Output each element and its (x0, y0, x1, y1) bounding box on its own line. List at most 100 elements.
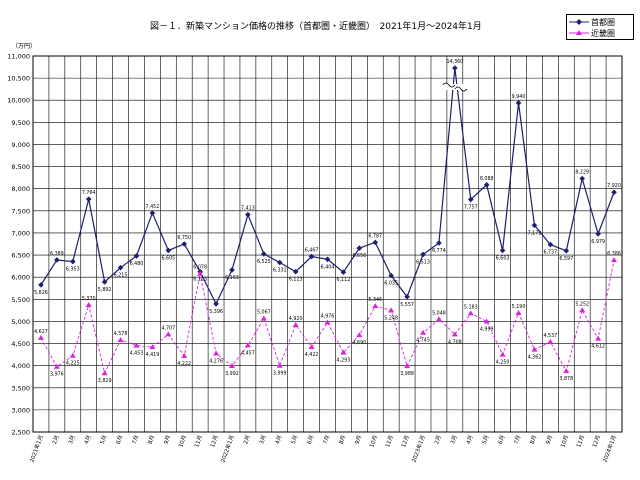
x-tick-label: 5月 (481, 434, 491, 445)
x-tick-label: 5月 (99, 434, 109, 445)
data-point (563, 368, 570, 374)
data-label: 6,123 (289, 277, 303, 283)
data-label: 6,597 (559, 256, 573, 262)
legend: 首都圏 近畿圏 (566, 14, 634, 40)
data-point (133, 342, 140, 348)
data-point (531, 222, 538, 229)
x-tick-label: 10月 (559, 434, 570, 448)
data-point (244, 342, 251, 348)
data-point (356, 245, 363, 251)
x-tick-label: 2月 (433, 434, 443, 445)
data-point (451, 331, 458, 337)
data-point (595, 231, 601, 237)
data-point (547, 241, 554, 248)
y-tick-labels: 2,500 3,000 3,500 4,000 4,500 5,000 5,500 6,000… (7, 53, 30, 437)
data-label: 4,362 (528, 355, 542, 361)
data-point (388, 272, 394, 279)
data-point (452, 65, 458, 71)
data-label: 3,988 (400, 371, 414, 377)
data-label: 5,370 (82, 296, 96, 302)
data-label: 4,222 (177, 361, 191, 367)
data-point (420, 329, 427, 335)
x-tick-label: 8月 (147, 434, 157, 445)
data-point (467, 310, 474, 316)
x-tick-label: 6月 (115, 434, 125, 445)
data-point (515, 310, 522, 316)
data-point (547, 338, 554, 344)
data-label: 4,690 (352, 340, 366, 346)
data-point (435, 316, 442, 322)
data-label: 6,163 (225, 275, 239, 281)
data-point (260, 315, 267, 321)
data-point (117, 337, 124, 343)
y-tick-label: 10,000 (7, 97, 30, 105)
data-point (85, 196, 92, 202)
axis-break-mark (442, 82, 468, 92)
data-label: 4,537 (543, 333, 557, 339)
data-point (149, 210, 156, 216)
data-point (324, 319, 331, 325)
triangle-icon (569, 30, 589, 35)
data-point (181, 352, 188, 358)
data-point (483, 182, 490, 188)
data-point (37, 334, 44, 340)
data-point (229, 267, 235, 273)
x-tick-label: 3月 (449, 434, 459, 445)
data-point (579, 307, 586, 313)
data-label: 7,757 (464, 204, 478, 210)
y-tick-label: 5,000 (11, 318, 30, 326)
data-point (340, 349, 347, 355)
data-label: 3,992 (225, 371, 239, 377)
data-point (54, 257, 60, 263)
data-point (388, 307, 395, 313)
data-label: 7,452 (146, 204, 160, 210)
data-label: 5,557 (400, 302, 414, 308)
data-label: 7,173 (528, 230, 542, 236)
legend-label: 近畿圏 (591, 28, 615, 38)
data-label: 4,745 (416, 338, 430, 344)
data-label: 5,048 (432, 310, 446, 316)
data-point (276, 362, 283, 368)
data-label: 6,737 (543, 250, 557, 256)
data-label: 5,067 (257, 309, 271, 315)
data-point (308, 253, 315, 260)
x-tick-label: 12月 (591, 434, 602, 448)
data-label: 6,605 (161, 255, 175, 261)
chart-title: 図－１．新築マンション価格の推移（首都圏・近畿圏） 2021年1月～2024年1… (150, 22, 482, 32)
data-label: 4,578 (114, 331, 128, 337)
data-label: 6,331 (273, 268, 287, 274)
y-tick-label: 6,500 (11, 252, 30, 260)
y-tick-label: 9,500 (11, 119, 30, 127)
data-point (563, 247, 570, 254)
data-label: 6,123 (193, 277, 207, 283)
data-label: 6,386 (607, 251, 621, 257)
x-tick-label: 9月 (354, 434, 364, 445)
x-tick-label: 2月 (51, 434, 61, 445)
y-tick-label: 4,000 (11, 362, 30, 370)
y-tick-label: 2,500 (11, 429, 30, 437)
x-tick-label: 12月 (209, 434, 220, 448)
data-label: 5,190 (512, 304, 526, 310)
data-point (579, 175, 586, 182)
x-tick-label: 7月 (322, 434, 332, 445)
x-tick-label: 2023年1月 (410, 434, 427, 464)
y-tick-label: 5,500 (11, 296, 30, 304)
x-tick-label: 9月 (163, 434, 173, 445)
diamond-icon (569, 19, 589, 25)
data-point (292, 268, 299, 275)
data-point (499, 247, 506, 254)
x-tick-label: 5月 (290, 434, 300, 445)
y-tick-label: 3,000 (11, 406, 30, 414)
x-tick-label: 11月 (384, 434, 395, 448)
data-label: 4,276 (209, 358, 223, 364)
x-tick-label: 2月 (242, 434, 252, 445)
data-label: 7,920 (607, 183, 621, 189)
data-label: 4,422 (305, 352, 319, 358)
data-label: 6,774 (432, 248, 446, 254)
data-point (356, 332, 363, 338)
data-label: 4,225 (66, 361, 80, 367)
x-tick-label: 6月 (306, 434, 316, 445)
x-tick-label: 2024年1月 (601, 434, 618, 464)
data-label: 8,088 (480, 176, 494, 182)
